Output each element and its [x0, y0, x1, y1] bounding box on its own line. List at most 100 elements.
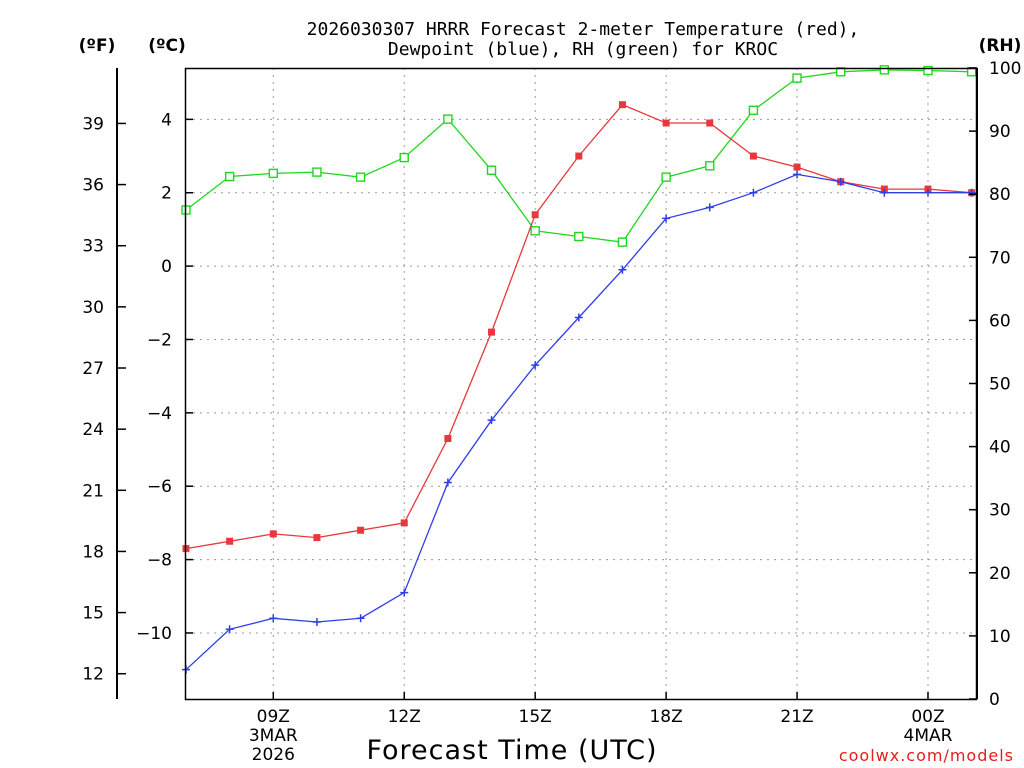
rh-point: [923, 65, 933, 76]
dewpoint-point: [487, 416, 496, 425]
temperature-point: [706, 119, 714, 127]
rh-point: [399, 152, 409, 163]
grid-lines: [186, 68, 976, 699]
temperature-point: [793, 163, 801, 171]
temperature-point: [662, 119, 670, 127]
rh-point: [748, 105, 759, 115]
rh-tick-label: 10: [989, 627, 1011, 647]
rh-tick-label: 70: [989, 248, 1011, 268]
celsius-unit-label: (ºC): [148, 36, 186, 56]
time-tick-label: 12Z: [388, 707, 421, 727]
temperature-point: [357, 526, 365, 534]
chart-title-line-2: Dewpoint (blue), RH (green) for KROC: [388, 39, 778, 60]
dewpoint-point: [531, 361, 540, 370]
fahrenheit-tick-label: 12: [82, 665, 104, 685]
rh-tick-label: 50: [989, 375, 1011, 395]
rh-point: [268, 168, 278, 179]
dewpoint-point: [400, 588, 409, 597]
dewpoint-point: [269, 614, 278, 623]
fahrenheit-axis: 39 36 33 30 27 24 21 18 15 12: [82, 114, 126, 685]
time-tick-label: 15Z: [519, 707, 552, 727]
celsius-tick-label: 0: [161, 257, 172, 277]
fahrenheit-tick-label: 33: [82, 237, 104, 257]
celsius-tick-label: −2: [147, 330, 172, 350]
rh-point: [312, 167, 322, 177]
rh-point: [661, 172, 671, 182]
rh-point: [224, 171, 235, 182]
dewpoint-point: [618, 265, 627, 274]
dewpoint-line: [185, 173, 972, 671]
fahrenheit-tick-label: 39: [82, 114, 104, 134]
rh-tick-label: 60: [989, 311, 1011, 331]
temperature-point: [313, 534, 321, 542]
dewpoint-point: [225, 625, 234, 634]
chart-title-line-1: 2026030307 HRRR Forecast 2-meter Tempera…: [307, 19, 860, 40]
dewpoint-point: [749, 188, 758, 197]
celsius-tick-label: −10: [136, 624, 172, 644]
rh-point: [574, 231, 584, 242]
rh-tick-label: 20: [989, 564, 1011, 584]
fahrenheit-tick-label: 27: [82, 359, 104, 379]
dewpoint-point: [574, 313, 583, 322]
rh-tick-label: 90: [989, 122, 1011, 142]
celsius-tick-label: −4: [147, 404, 172, 424]
dewpoint-point: [312, 617, 321, 626]
temperature-line: [185, 103, 972, 550]
rh-point: [792, 73, 802, 83]
fahrenheit-unit-label: (ºF): [79, 36, 116, 56]
rh-point: [705, 161, 715, 171]
rh-point: [443, 114, 453, 124]
time-tick-label: 21Z: [780, 707, 813, 727]
temperature-point: [488, 328, 496, 336]
temperature-point: [444, 435, 452, 443]
dewpoint-point: [443, 478, 452, 487]
dewpoint-point: [923, 188, 932, 197]
fahrenheit-tick-label: 18: [82, 542, 104, 562]
date-label: 3MAR: [249, 726, 298, 746]
celsius-tick-label: −6: [147, 477, 172, 497]
temperature-point: [749, 152, 757, 160]
dewpoint-point: [880, 188, 889, 197]
rh-tick-label: 100: [989, 59, 1021, 79]
fahrenheit-tick-label: 21: [82, 481, 104, 501]
credit-text: coolwx.com/models: [839, 746, 1014, 765]
rh-tick-label: 0: [989, 690, 1000, 710]
time-tick-label: 09Z: [257, 707, 290, 727]
rh-tick-label: 80: [989, 185, 1011, 205]
rh-tick-label: 40: [989, 438, 1011, 458]
date-label: 4MAR: [904, 726, 953, 746]
series-layer: [181, 65, 977, 674]
dewpoint-series: [182, 170, 976, 674]
temperature-point: [575, 152, 583, 160]
temperature-series: [182, 101, 976, 553]
dewpoint-point: [662, 214, 671, 223]
dewpoint-point: [356, 614, 365, 623]
rh-point: [486, 165, 497, 175]
celsius-axis: 4 2 0 −2 −4 −6 −8 −10: [136, 110, 193, 644]
temperature-point: [618, 101, 626, 109]
x-axis-title: Forecast Time (UTC): [366, 735, 657, 766]
dewpoint-point: [967, 188, 976, 197]
year-label: 2026: [252, 745, 295, 765]
plot-frame: [184, 67, 978, 701]
celsius-tick-label: −8: [147, 551, 172, 571]
celsius-tick-label: 4: [161, 110, 172, 130]
rh-unit-label: (RH): [979, 36, 1022, 56]
time-tick-label: 00Z: [911, 707, 944, 727]
rh-point: [879, 65, 890, 75]
dewpoint-point: [793, 170, 802, 179]
dewpoint-point: [836, 177, 845, 186]
temperature-point: [400, 519, 408, 527]
time-tick-label: 18Z: [649, 707, 682, 727]
fahrenheit-tick-label: 15: [82, 604, 104, 624]
dewpoint-point: [705, 203, 714, 212]
fahrenheit-tick-label: 24: [82, 420, 104, 440]
rh-tick-label: 30: [989, 501, 1011, 521]
fahrenheit-tick-label: 30: [82, 298, 104, 318]
temperature-point: [226, 537, 234, 545]
rh-point: [617, 237, 628, 247]
fahrenheit-tick-label: 36: [82, 176, 104, 196]
